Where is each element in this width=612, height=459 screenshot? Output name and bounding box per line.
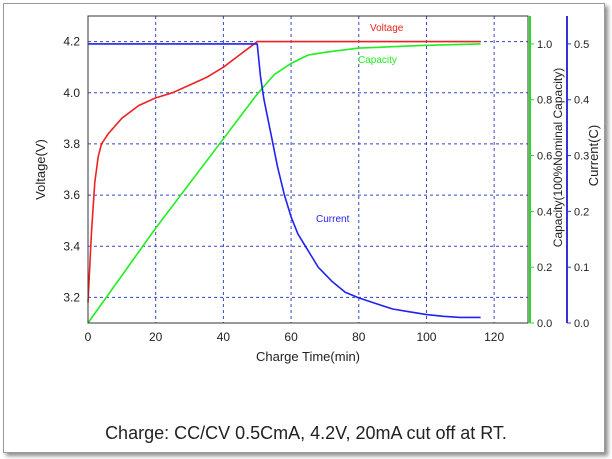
capacity-tick-label: 0.2 bbox=[537, 262, 552, 274]
capacity-tick-label: 0.0 bbox=[537, 318, 552, 330]
capacity-tick-label: 0.4 bbox=[537, 206, 552, 218]
x-axis-label: Charge Time(min) bbox=[256, 349, 360, 364]
plot-border bbox=[87, 15, 529, 324]
capacity-axis-label: Capacity(100%Nominal Capacity) bbox=[551, 68, 565, 247]
x-tick-label: 0 bbox=[85, 330, 92, 344]
current-series-label: Current bbox=[316, 214, 350, 225]
current-tick-label: 0.0 bbox=[574, 318, 589, 330]
chart-labels: Charge Time(min) Voltage(V) Capacity(100… bbox=[33, 23, 601, 364]
current-tick-label: 0.1 bbox=[574, 262, 589, 274]
capacity-series-line bbox=[87, 43, 481, 324]
x-tick-label: 40 bbox=[217, 330, 231, 344]
voltage-tick-label: 3.8 bbox=[63, 137, 80, 151]
series-layer bbox=[87, 40, 481, 324]
chart-caption: Charge: CC/CV 0.5CmA, 4.2V, 20mA cut off… bbox=[105, 423, 507, 443]
x-tick-label: 20 bbox=[149, 330, 163, 344]
voltage-axis-label: Voltage(V) bbox=[33, 139, 48, 200]
current-series-line bbox=[88, 43, 481, 319]
capacity-tick-label: 0.8 bbox=[537, 95, 552, 107]
x-tick-label: 80 bbox=[352, 330, 366, 344]
voltage-tick-label: 4.0 bbox=[63, 86, 80, 100]
voltage-tick-label: 3.6 bbox=[63, 188, 80, 202]
current-tick-label: 0.4 bbox=[574, 95, 589, 107]
current-axis-label: Current(C) bbox=[586, 125, 601, 186]
x-tick-label: 60 bbox=[284, 330, 298, 344]
x-tick-label: 100 bbox=[416, 330, 436, 344]
voltage-tick-label: 3.2 bbox=[63, 290, 80, 304]
capacity-series-label: Capacity bbox=[358, 55, 397, 66]
tick-labels: 0 20 40 60 80 100 120 3.2 3.4 3.6 3.8 4.0 4.2 0.0 0.2 0… bbox=[63, 35, 589, 344]
charge-characteristics-chart: 0 20 40 60 80 100 120 3.2 3.4 3.6 3.8 4.0 4.2 0.0 0.2 0… bbox=[33, 15, 601, 364]
voltage-series-line bbox=[87, 40, 481, 303]
axes bbox=[87, 15, 568, 324]
voltage-tick-label: 4.2 bbox=[63, 35, 80, 49]
voltage-series-label: Voltage bbox=[370, 23, 404, 34]
chart-frame bbox=[3, 3, 605, 453]
current-tick-label: 0.3 bbox=[574, 151, 589, 163]
current-tick-label: 0.5 bbox=[574, 39, 589, 51]
capacity-tick-label: 1.0 bbox=[537, 39, 552, 51]
capacity-tick-label: 0.6 bbox=[537, 151, 552, 163]
grid bbox=[88, 16, 528, 323]
voltage-tick-label: 3.4 bbox=[63, 239, 80, 253]
x-tick-label: 120 bbox=[484, 330, 504, 344]
current-tick-label: 0.2 bbox=[574, 206, 589, 218]
